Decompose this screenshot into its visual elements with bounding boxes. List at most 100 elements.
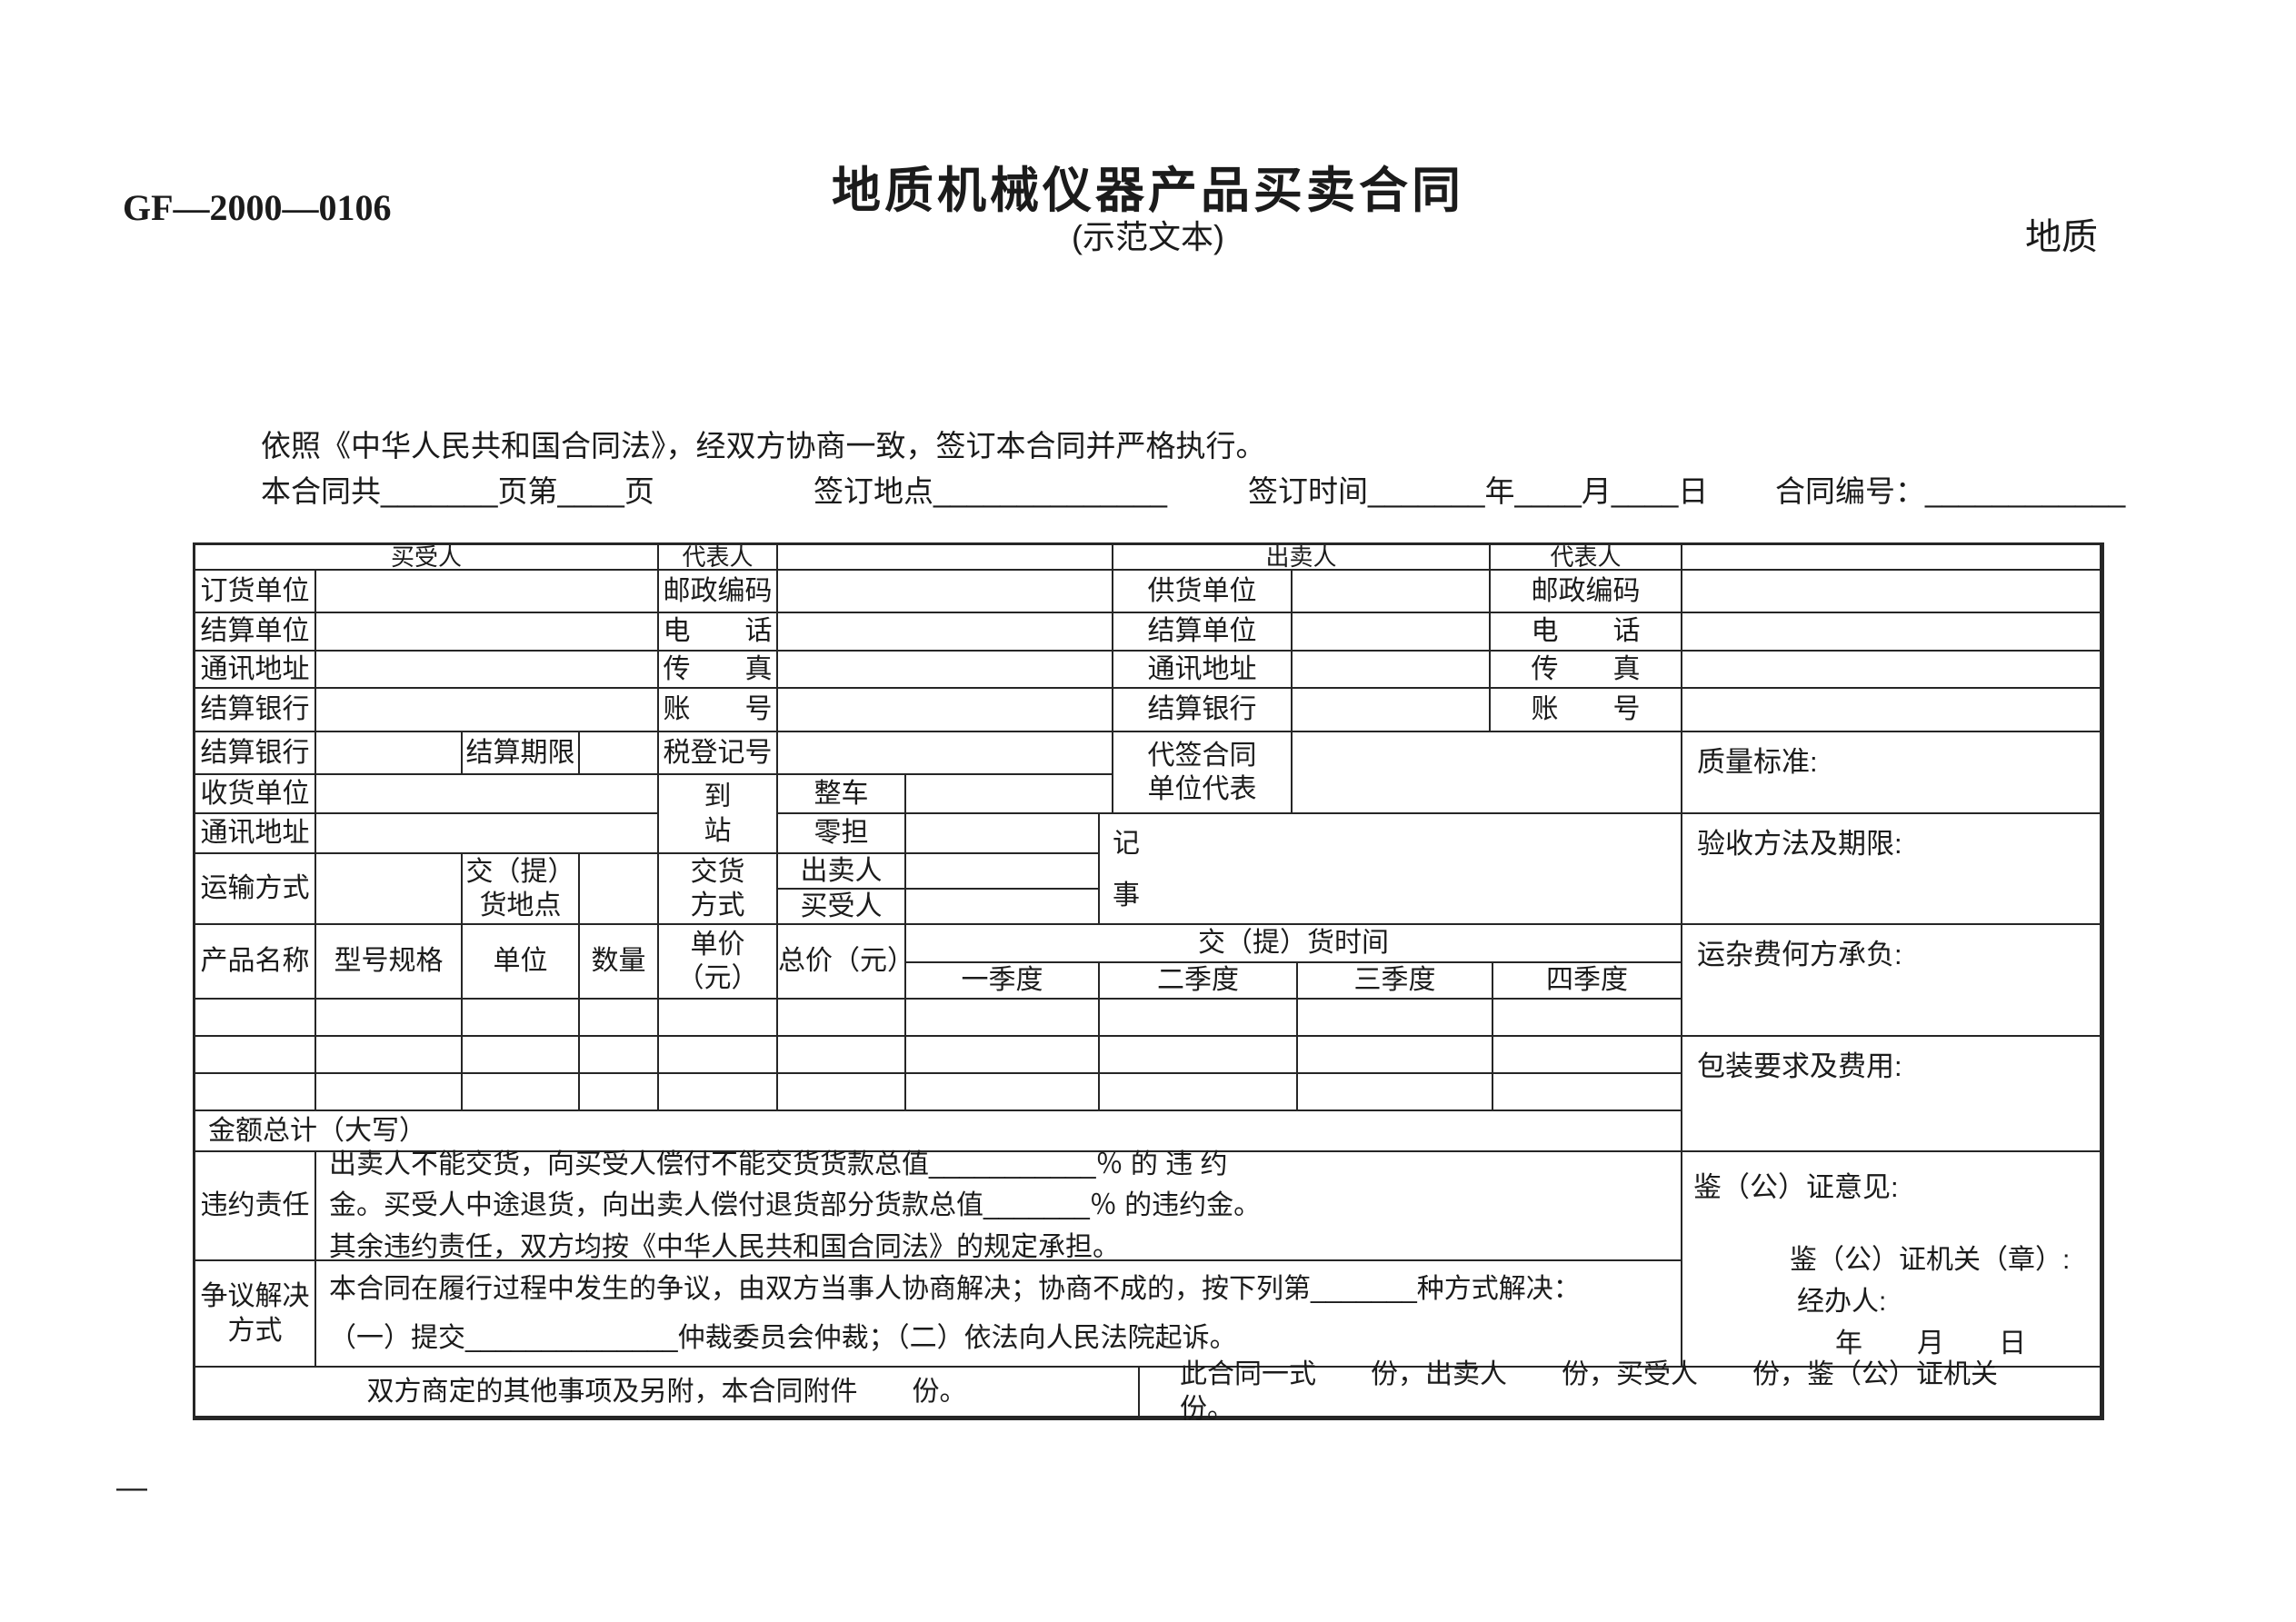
memo-char-shi: 事 bbox=[1113, 880, 1140, 911]
breach-label: 违约责任 bbox=[195, 1152, 316, 1261]
product-cell[interactable] bbox=[1298, 1000, 1493, 1037]
product-cell[interactable] bbox=[463, 1037, 580, 1074]
product-cell[interactable] bbox=[1298, 1074, 1493, 1111]
notary-opinion-label: 鉴（公）证意见: bbox=[1693, 1171, 1899, 1203]
delivery-time-header: 交（提）货时间 bbox=[906, 925, 1682, 963]
field-delivery-buyer[interactable] bbox=[906, 890, 1100, 925]
field-delivery-seller[interactable] bbox=[906, 854, 1100, 890]
field-seller-postal[interactable] bbox=[1682, 571, 2101, 613]
product-cell[interactable] bbox=[195, 1074, 316, 1111]
product-cell[interactable] bbox=[906, 1037, 1100, 1074]
product-cell[interactable] bbox=[316, 1074, 463, 1111]
product-cell[interactable] bbox=[195, 1000, 316, 1037]
buyer-address-label: 通讯地址 bbox=[195, 652, 316, 689]
product-cell[interactable] bbox=[1493, 1000, 1682, 1037]
document-code: GF—2000—0106 bbox=[123, 187, 392, 228]
product-cell[interactable] bbox=[580, 1074, 659, 1111]
product-cell[interactable] bbox=[580, 1037, 659, 1074]
receiver-label: 收货单位 bbox=[195, 775, 316, 814]
memo-cell[interactable]: 记 事 bbox=[1100, 814, 1682, 925]
product-cell[interactable] bbox=[1100, 1074, 1298, 1111]
field-seller-supply-unit[interactable] bbox=[1293, 571, 1491, 613]
product-cell[interactable] bbox=[195, 1037, 316, 1074]
product-price-header: 单价（元） bbox=[659, 925, 778, 1000]
product-cell[interactable] bbox=[316, 1037, 463, 1074]
field-receiver[interactable] bbox=[316, 775, 659, 814]
field-part-load[interactable] bbox=[906, 814, 1100, 854]
field-buyer-account[interactable] bbox=[778, 689, 1113, 732]
field-buyer-rep[interactable] bbox=[778, 545, 1113, 571]
product-cell[interactable] bbox=[463, 1074, 580, 1111]
notary-block[interactable]: 鉴（公）证意见: 鉴（公）证机关（章）: 经办人: 年 月 日 bbox=[1682, 1152, 2101, 1368]
field-transport[interactable] bbox=[316, 854, 463, 925]
quarter4-header: 四季度 bbox=[1493, 963, 1682, 1000]
product-cell[interactable] bbox=[1298, 1037, 1493, 1074]
product-cell[interactable] bbox=[316, 1000, 463, 1037]
field-address2[interactable] bbox=[316, 814, 659, 854]
contract-table-frame bbox=[193, 542, 2104, 1420]
product-cell[interactable] bbox=[906, 1000, 1100, 1037]
field-seller-fax[interactable] bbox=[1682, 652, 2101, 689]
seller-postal-label: 邮政编码 bbox=[1491, 571, 1682, 613]
delivery-place-line1: 交（提） bbox=[465, 856, 575, 887]
product-cell[interactable] bbox=[1100, 1037, 1298, 1074]
product-name-header: 产品名称 bbox=[195, 925, 316, 1000]
buyer-fax-label: 传 真 bbox=[659, 652, 778, 689]
field-buyer-bank[interactable] bbox=[316, 689, 659, 732]
packing-block[interactable]: 包装要求及费用: bbox=[1682, 1037, 2101, 1152]
dispute-content: 本合同在履行过程中发生的争议，由双方当事人协商解决；协商不成的，按下列第____… bbox=[316, 1261, 1682, 1368]
field-buyer-address[interactable] bbox=[316, 652, 659, 689]
field-buyer-postal[interactable] bbox=[778, 571, 1113, 613]
product-total-header: 总价（元） bbox=[778, 925, 914, 1000]
product-cell[interactable] bbox=[1493, 1074, 1682, 1111]
product-cell[interactable] bbox=[659, 1000, 778, 1037]
seller-settle-unit-label: 结算单位 bbox=[1113, 613, 1293, 652]
field-proxy-rep[interactable] bbox=[1293, 732, 1682, 814]
meta-contract-no: 合同编号：____________ bbox=[1775, 474, 2126, 508]
product-cell[interactable] bbox=[906, 1074, 1100, 1111]
field-bank2[interactable] bbox=[316, 732, 463, 775]
product-cell[interactable] bbox=[778, 1037, 906, 1074]
product-cell[interactable] bbox=[1100, 1000, 1298, 1037]
breach-content: 出卖人不能交货，向买受人偿付不能交货货款总值___________％ 的 违 约… bbox=[316, 1149, 1682, 1262]
product-cell[interactable] bbox=[463, 1000, 580, 1037]
quarter1-header: 一季度 bbox=[906, 963, 1100, 1000]
bank2-label: 结算银行 bbox=[195, 732, 316, 775]
quality-standard-block[interactable]: 质量标准: bbox=[1682, 732, 2101, 814]
field-buyer-order-unit[interactable] bbox=[316, 571, 659, 613]
dispute-label-line2: 方式 bbox=[227, 1315, 283, 1346]
product-model-header: 型号规格 bbox=[316, 925, 463, 1000]
page-number-dash: — bbox=[116, 1470, 147, 1505]
page-subtitle: (示范文本) bbox=[1072, 218, 1224, 255]
field-buyer-fax[interactable] bbox=[778, 652, 1113, 689]
field-seller-account[interactable] bbox=[1682, 689, 2101, 732]
dispute-label-line1: 争议解决 bbox=[200, 1281, 310, 1311]
product-cell[interactable] bbox=[778, 1074, 906, 1111]
field-delivery-place[interactable] bbox=[580, 854, 659, 925]
field-seller-bank[interactable] bbox=[1293, 689, 1491, 732]
product-cell[interactable] bbox=[580, 1000, 659, 1037]
arrive-station-label: 到 站 bbox=[659, 775, 778, 854]
field-seller-address[interactable] bbox=[1293, 652, 1491, 689]
breach-line3: 其余违约责任，双方均按《中华人民共和国合同法》的规定承担。 bbox=[329, 1231, 1120, 1262]
product-cell[interactable] bbox=[778, 1000, 906, 1037]
product-cell[interactable] bbox=[659, 1074, 778, 1111]
breach-line1: 出卖人不能交货，向买受人偿付不能交货货款总值___________％ 的 违 约 bbox=[329, 1149, 1228, 1179]
product-cell[interactable] bbox=[1493, 1037, 1682, 1074]
field-buyer-settle-unit[interactable] bbox=[316, 613, 659, 652]
field-seller-rep[interactable] bbox=[1682, 545, 2101, 571]
buyer-postal-label: 邮政编码 bbox=[659, 571, 778, 613]
field-settle-period[interactable] bbox=[580, 732, 659, 775]
amount-total-row[interactable]: 金额总计（大写） bbox=[195, 1111, 1682, 1152]
inspection-block[interactable]: 验收方法及期限: bbox=[1682, 814, 2101, 925]
seller-account-label: 账 号 bbox=[1491, 689, 1682, 732]
field-seller-phone[interactable] bbox=[1682, 613, 2101, 652]
field-full-truck[interactable] bbox=[906, 775, 1113, 814]
freight-block[interactable]: 运杂费何方承负: bbox=[1682, 925, 2101, 1037]
field-buyer-phone[interactable] bbox=[778, 613, 1113, 652]
seller-phone-label: 电 话 bbox=[1491, 613, 1682, 652]
field-tax-no[interactable] bbox=[778, 732, 1113, 775]
field-seller-settle-unit[interactable] bbox=[1293, 613, 1491, 652]
product-cell[interactable] bbox=[659, 1037, 778, 1074]
